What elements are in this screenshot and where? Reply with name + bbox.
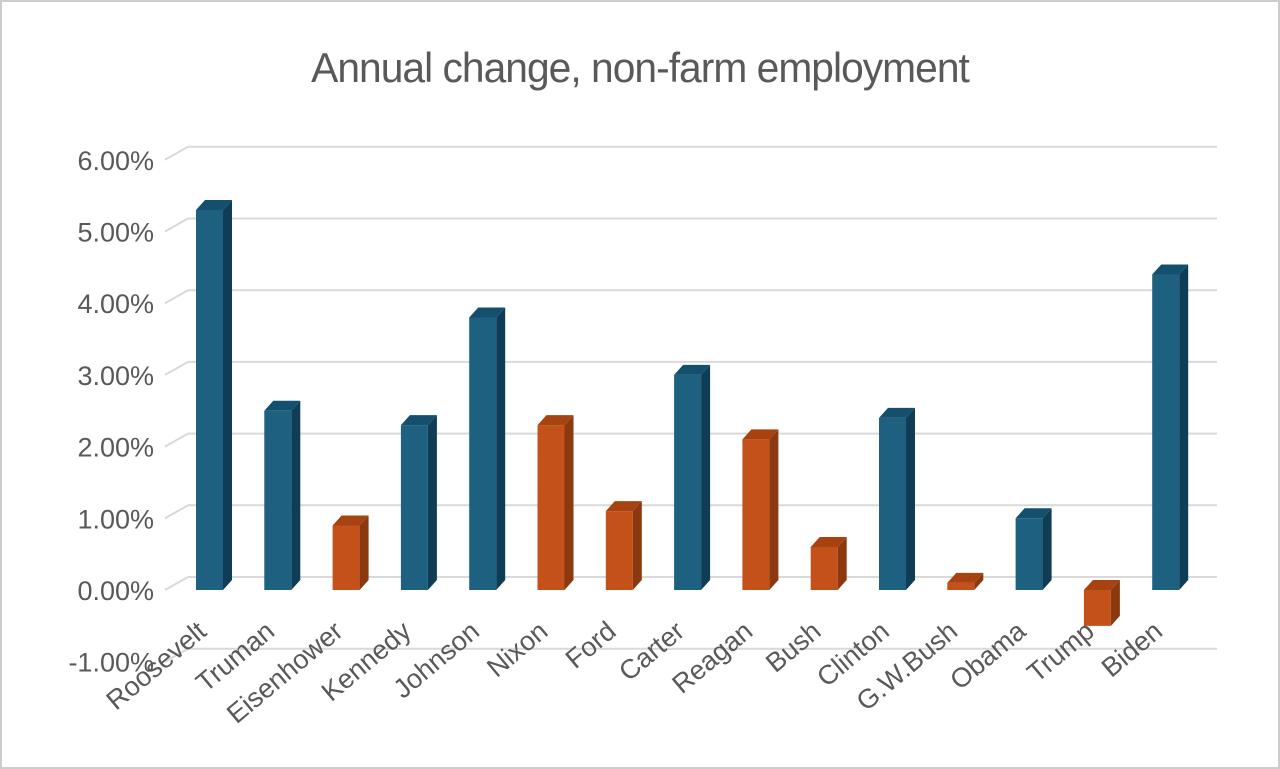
bar-side-face xyxy=(291,400,301,590)
y-axis-tick xyxy=(164,576,189,591)
bar-front-face xyxy=(674,374,702,590)
bar-biden xyxy=(1152,264,1189,590)
bar-side-face xyxy=(1179,264,1189,590)
bar-side-face xyxy=(1042,508,1052,590)
y-axis-tick-label: 1.00% xyxy=(77,504,154,534)
bar-side-face xyxy=(427,415,437,590)
x-axis-category-label: Obama xyxy=(944,615,1032,696)
bar-front-face xyxy=(332,525,360,590)
y-axis-tick xyxy=(164,647,189,663)
y-axis-tick xyxy=(164,504,189,520)
chart-title: Annual change, non-farm employment xyxy=(311,44,970,91)
bar-side-face xyxy=(906,407,915,590)
y-axis-tick-label: -1.00% xyxy=(68,648,154,678)
bar-front-face xyxy=(196,209,223,591)
bar-reagan xyxy=(742,429,779,590)
bar-front-face xyxy=(810,546,838,590)
bar-bush xyxy=(810,536,847,590)
bar-top-face xyxy=(196,199,232,210)
bar-kennedy xyxy=(400,415,437,590)
bar-roosevelt xyxy=(196,199,232,591)
bar-top-face xyxy=(264,400,301,411)
bar-top-face xyxy=(810,536,847,547)
bar-truman xyxy=(264,400,301,590)
bar-top-face xyxy=(674,364,711,375)
bar-top-face xyxy=(605,501,642,512)
bar-top-face xyxy=(469,307,506,318)
bar-top-face xyxy=(332,515,369,526)
bar-side-face xyxy=(359,515,369,590)
bar-nixon xyxy=(537,415,574,590)
bar-clinton xyxy=(879,407,915,590)
bar-front-face xyxy=(742,439,770,590)
bar-side-face xyxy=(974,572,984,590)
y-axis-tick-label: 2.00% xyxy=(77,433,154,463)
y-axis-tick xyxy=(164,432,189,448)
bar-front-face xyxy=(469,317,497,590)
bar-front-face xyxy=(605,511,633,590)
y-axis-tick xyxy=(164,361,189,376)
bar-front-face xyxy=(264,410,292,590)
bar-front-face xyxy=(947,582,975,590)
bar-side-face xyxy=(701,364,711,590)
bar-side-face xyxy=(837,536,847,590)
bar-carter xyxy=(674,364,711,590)
y-axis-tick-label: 3.00% xyxy=(77,361,154,391)
bar-top-face xyxy=(1152,264,1189,275)
bar-top-face xyxy=(1015,508,1052,519)
bar-front-face xyxy=(879,417,906,590)
bar-top-face xyxy=(742,429,779,440)
bar-top-face xyxy=(947,572,984,583)
bar-side-face xyxy=(632,501,642,590)
y-axis-tick-label: 0.00% xyxy=(77,576,154,606)
bar-johnson xyxy=(469,307,506,590)
bar-trump xyxy=(1083,580,1120,626)
bar-top-face xyxy=(400,415,437,426)
x-axis-category-label: Ford xyxy=(560,616,622,675)
bar-side-face xyxy=(564,415,574,590)
bar-front-face xyxy=(400,425,428,590)
x-axis-category-label: Trump xyxy=(1021,616,1099,688)
bar-front-face xyxy=(1152,274,1180,590)
y-axis-tick-label: 5.00% xyxy=(77,218,154,248)
bar-top-face xyxy=(879,407,915,418)
bar-side-face xyxy=(1110,580,1120,626)
y-axis-tick xyxy=(164,289,189,305)
bar-top-face xyxy=(537,415,574,426)
y-axis-tick-label: 4.00% xyxy=(77,289,154,319)
bar-side-face xyxy=(223,199,232,591)
y-axis-tick xyxy=(164,145,189,161)
bar-front-face xyxy=(1083,590,1111,626)
y-axis-tick-label: 6.00% xyxy=(77,146,154,176)
bar-front-face xyxy=(1015,518,1043,590)
y-axis-tick xyxy=(164,217,189,233)
bar-eisenhower xyxy=(332,515,369,590)
bar-ford xyxy=(605,501,642,590)
bar-side-face xyxy=(769,429,779,590)
bar-top-face xyxy=(1083,580,1120,590)
bar-g-w-bush xyxy=(947,572,984,590)
bar-obama xyxy=(1015,508,1052,590)
bar-side-face xyxy=(496,307,506,590)
bar-front-face xyxy=(537,425,565,590)
